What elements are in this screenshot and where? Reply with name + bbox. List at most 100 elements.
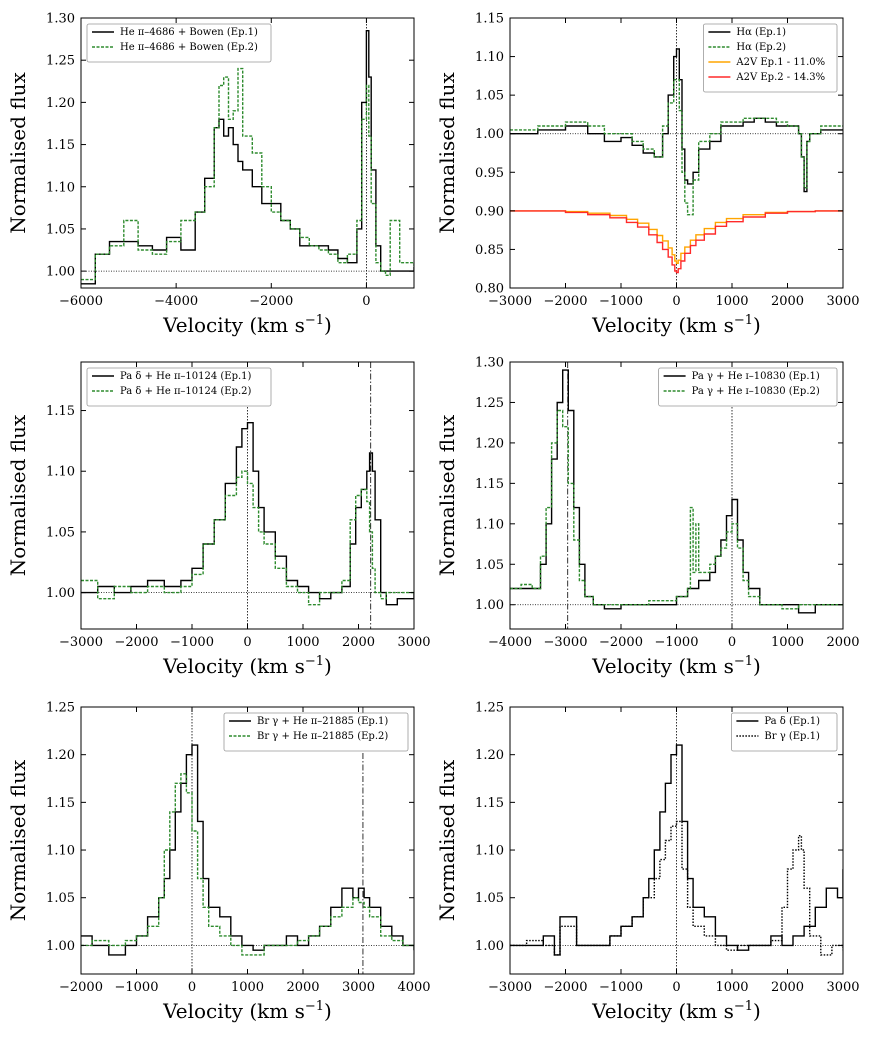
x-tick-label: 3000 [397,635,430,650]
chart-panel-2: −3000 −2000 −1000 0 1000 2000 3000 0.80 0.85 0.90… [435,12,860,338]
series-line-1 [510,369,843,614]
y-tick-label: 1.00 [475,939,504,954]
y-tick-label: 1.05 [46,891,75,906]
y-tick-label: 1.15 [475,796,504,811]
plot-area [510,362,843,629]
plot-area [510,18,843,288]
y-tick-label: 1.05 [475,89,504,104]
y-tick-label: 1.10 [46,465,75,480]
x-tick-label: 3000 [826,980,859,995]
x-tick-label: −2000 [59,980,103,995]
y-tick-label: 1.05 [475,891,504,906]
x-tick-label: 4000 [397,980,430,995]
y-tick-label: 1.20 [46,96,75,111]
y-axis-title: Normalised flux [435,414,459,576]
x-axis-title: Velocity (km s−1) [591,313,761,337]
x-tick-label: 1000 [715,294,748,309]
chart-panel-5: −2000 −1000 0 1000 2000 3000 4000 1.00 1.05 1.10 1… [6,701,431,1024]
legend-label: A2V Ep.1 - 11.0% [735,57,825,68]
y-tick-label: 1.25 [46,701,75,716]
x-axis-title: Velocity (km s−1) [162,999,332,1023]
series-line-2 [510,79,843,216]
chart-panel-1: −6000 −4000 −2000 0 1.00 1.05 1.10 1.15 1.20 1.25… [6,12,415,337]
plot-frame [80,17,415,289]
x-tick-label: 1000 [715,980,748,995]
series-line-1 [510,48,843,193]
plot-area [81,18,414,288]
y-tick-label: 0.90 [475,204,504,219]
x-axis-title: Velocity (km s−1) [162,654,332,678]
x-axis-title: Velocity (km s−1) [591,654,761,678]
x-axis-title: Velocity (km s−1) [591,999,761,1023]
legend-frame [86,367,272,407]
x-tick-label: 2000 [826,635,859,650]
y-tick-label: 0.95 [475,166,504,181]
legend-frame [223,712,409,752]
x-tick-label: 0 [728,635,736,650]
legend-label: Pa δ + He ɪɪ–10124 (Ep.2) [120,386,252,397]
legend-label: Hα (Ep.2) [736,42,786,53]
x-tick-label: −3000 [544,635,588,650]
legend-label: Pa δ (Ep.1) [764,716,820,727]
x-tick-label: 3000 [826,294,859,309]
x-tick-label: 2000 [771,980,804,995]
y-tick-label: 1.10 [46,844,75,859]
legend-label: Br γ (Ep.1) [764,731,820,742]
y-tick-label: 1.10 [475,844,504,859]
y-tick-label: 1.25 [46,54,75,69]
chart-panel-3: −3000 −2000 −1000 0 1000 2000 3000 1.00 1.05 1.10… [6,361,431,678]
legend-frame [86,23,272,63]
x-tick-label: −1000 [655,635,699,650]
x-tick-label: −3000 [488,294,532,309]
x-tick-label: −2000 [599,635,643,650]
legend-label: Pa δ + He ɪɪ–10124 (Ep.1) [120,371,252,382]
y-tick-label: 1.10 [475,50,504,65]
x-tick-label: −4000 [488,635,532,650]
y-tick-label: 1.20 [46,748,75,763]
x-tick-label: −1000 [115,980,159,995]
y-tick-label: 0.85 [475,243,504,258]
y-tick-label: 1.25 [475,396,504,411]
y-tick-label: 1.00 [46,265,75,280]
x-tick-label: 0 [672,294,680,309]
y-tick-label: 1.15 [46,404,75,419]
series-line-4 [510,210,843,274]
x-tick-label: −6000 [59,294,103,309]
y-tick-label: 1.00 [475,127,504,142]
x-axis-title: Velocity (km s−1) [162,313,332,337]
x-tick-label: −1000 [599,980,643,995]
legend-label: Pa γ + He ɪ–10830 (Ep.2) [692,386,820,397]
legend: Pa δ (Ep.1) Br γ (Ep.1) [731,712,838,752]
series-line-3 [510,210,843,264]
x-tick-label: 0 [672,980,680,995]
series-line-1 [81,422,414,606]
y-tick-label: 1.00 [475,598,504,613]
legend-label: Br γ + He ɪɪ–21885 (Ep.1) [257,716,388,727]
series-line-2 [81,67,414,281]
x-tick-label: 0 [243,635,251,650]
legend-label: He ɪɪ–4686 + Bowen (Ep.1) [120,27,258,38]
x-tick-label: 0 [188,980,196,995]
y-tick-label: 1.15 [475,12,504,27]
x-tick-label: 1000 [231,980,264,995]
legend-frame [731,712,838,752]
x-tick-label: −3000 [488,980,532,995]
y-tick-label: 1.15 [46,796,75,811]
y-tick-label: 1.05 [46,222,75,237]
y-tick-label: 1.00 [46,586,75,601]
x-tick-label: −4000 [154,294,198,309]
x-tick-label: 2000 [342,635,375,650]
series-line-1 [81,30,414,285]
legend-label: A2V Ep.2 - 14.3% [735,72,825,83]
plot-area [510,707,843,974]
y-tick-label: 1.15 [46,138,75,153]
x-tick-label: −1000 [170,635,214,650]
y-tick-label: 1.05 [475,558,504,573]
x-tick-label: −3000 [59,635,103,650]
y-axis-title: Normalised flux [435,759,459,921]
legend-label: Br γ + He ɪɪ–21885 (Ep.2) [257,731,388,742]
y-tick-label: 1.30 [475,356,504,371]
y-axis-title: Normalised flux [435,72,459,234]
series-line-2 [81,470,414,606]
